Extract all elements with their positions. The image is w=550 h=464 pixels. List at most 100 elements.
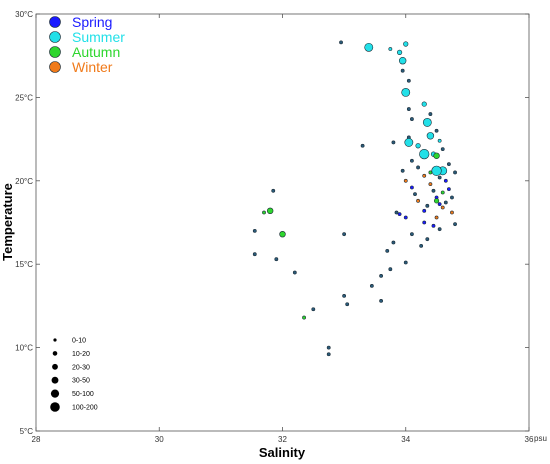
size-legend-label: 50-100 [72, 391, 94, 398]
size-legend-label: 20-30 [72, 364, 90, 371]
legend-marker [49, 16, 61, 28]
data-point [450, 210, 454, 215]
data-point [437, 227, 442, 232]
size-legend-marker [52, 351, 58, 356]
data-point [326, 345, 331, 350]
data-point [271, 188, 276, 193]
y-axis-title: Temperature [0, 183, 15, 261]
data-point [431, 188, 436, 193]
data-point [391, 240, 396, 245]
data-point [404, 138, 414, 147]
data-point [421, 101, 427, 107]
y-tick-label: 25°C [15, 93, 33, 102]
data-point [431, 165, 442, 176]
data-points [252, 40, 457, 357]
x-tick-label: 34 [401, 435, 410, 444]
data-point [279, 230, 286, 238]
data-point [431, 223, 436, 228]
x-tick-label: 32 [278, 435, 287, 444]
data-point [433, 198, 440, 204]
data-point [443, 178, 448, 183]
data-point [406, 78, 411, 83]
data-point [437, 202, 442, 207]
data-point [311, 307, 316, 312]
data-point [292, 270, 297, 275]
data-point [406, 107, 411, 111]
data-point [428, 182, 433, 187]
data-point [425, 203, 430, 208]
data-point [410, 185, 414, 190]
data-point [422, 220, 427, 225]
size-legend-marker [52, 363, 58, 370]
data-point [434, 128, 439, 133]
x-tick-label: 36 [525, 435, 534, 444]
data-point [252, 228, 257, 233]
y-tick-label: 15°C [15, 260, 33, 269]
size-legend: 0-10 10-20 20-30 30-50 50-100 100-200 [50, 338, 98, 412]
data-point [342, 232, 347, 237]
data-point [379, 273, 384, 278]
size-legend-marker [50, 389, 60, 398]
data-point [422, 173, 427, 178]
size-legend-label: 0-10 [72, 338, 86, 345]
data-point [440, 205, 445, 210]
data-point [437, 175, 442, 180]
data-point [396, 49, 403, 55]
data-point [400, 68, 405, 73]
data-point [364, 42, 374, 52]
data-point [385, 248, 390, 253]
size-legend-marker [50, 402, 60, 412]
data-point [342, 293, 347, 298]
data-point [397, 212, 402, 217]
data-point [403, 260, 408, 265]
data-point [440, 190, 445, 195]
y-tick-label: 5°C [20, 427, 34, 436]
y-tick-label: 20°C [15, 177, 33, 186]
legend-marker [49, 46, 61, 58]
data-point [446, 187, 451, 192]
legend-label: Autumn [72, 44, 120, 60]
legend-label: Winter [72, 59, 113, 75]
data-point [391, 140, 396, 145]
x-axis-title: Salinity [259, 445, 306, 460]
data-point [437, 138, 442, 143]
data-point [433, 152, 440, 159]
data-point [388, 47, 393, 51]
data-point [453, 222, 457, 227]
data-point [394, 210, 399, 215]
data-point [369, 283, 374, 288]
y-tick-label: 10°C [15, 344, 33, 353]
legend-label: Summer [72, 29, 125, 45]
data-point [326, 352, 331, 357]
data-point [426, 132, 435, 140]
data-point [416, 198, 420, 203]
size-legend-label: 10-20 [72, 351, 90, 358]
data-point [419, 149, 430, 160]
size-legend-label: 100-200 [72, 405, 98, 412]
data-point [428, 112, 433, 116]
data-point [252, 252, 257, 257]
data-point [379, 298, 384, 303]
data-point [453, 170, 457, 175]
data-point [403, 215, 408, 220]
size-legend-marker [53, 338, 57, 342]
x-tick-label: 30 [155, 435, 164, 444]
legend-marker [49, 31, 61, 43]
data-point [302, 315, 306, 320]
data-point [274, 257, 279, 262]
data-point [345, 302, 350, 307]
data-point [446, 162, 451, 167]
x-axis-unit: psu [534, 434, 547, 443]
data-point [440, 147, 445, 152]
data-point [410, 158, 414, 163]
data-point [419, 243, 424, 248]
legend-label: Spring [72, 14, 112, 30]
data-point [403, 41, 409, 47]
legend-marker [49, 61, 61, 73]
data-point [400, 168, 405, 173]
data-point [339, 40, 343, 45]
data-point [388, 267, 393, 272]
data-point [413, 192, 417, 197]
data-point [425, 237, 430, 242]
